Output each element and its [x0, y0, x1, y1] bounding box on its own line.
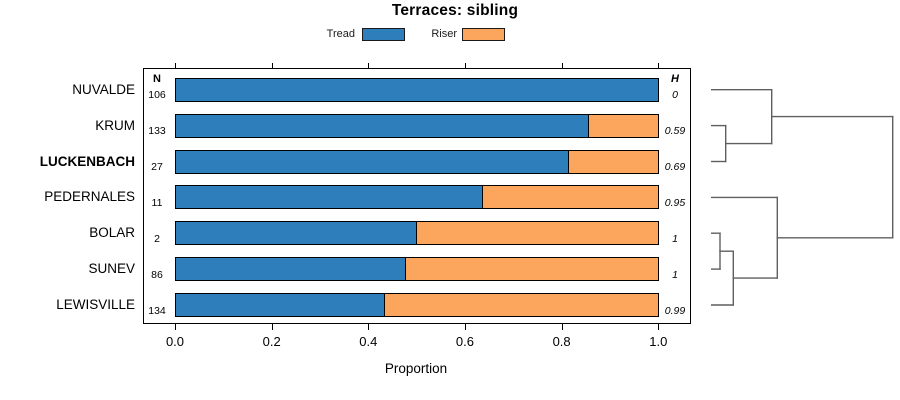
stacked-bar — [175, 221, 659, 246]
plot-box — [143, 68, 691, 324]
h-value: 0.59 — [664, 125, 686, 138]
axis-tick-label: 1.0 — [649, 334, 668, 349]
stacked-bar — [175, 149, 659, 174]
legend-swatch-tread — [362, 28, 405, 41]
category-label: SUNEV — [88, 261, 135, 277]
axis-tick-label: 0.2 — [262, 334, 281, 349]
bar-tread-segment — [176, 222, 417, 245]
axis-tick-top — [464, 63, 466, 68]
legend-label-tread: Tread — [326, 28, 355, 40]
category-label: NUVALDE — [72, 81, 135, 97]
axis-tick-top — [368, 63, 370, 68]
x-axis-title: Proportion — [384, 361, 448, 376]
stacked-bar — [175, 77, 659, 102]
n-value: 27 — [151, 161, 163, 173]
category-label: PEDERNALES — [44, 189, 135, 205]
axis-tick-label: 0.6 — [455, 334, 474, 349]
stacked-bar — [175, 257, 659, 282]
n-value: 2 — [154, 232, 160, 245]
bar-tread-segment — [176, 114, 590, 137]
axis-tick-bottom — [271, 324, 273, 330]
category-label: BOLAR — [89, 225, 135, 241]
axis-tick-label: 0.4 — [359, 334, 378, 349]
h-value: 1 — [672, 232, 678, 245]
axis-tick-top — [561, 63, 563, 68]
h-value: 0 — [672, 89, 678, 102]
h-value: 1 — [672, 268, 678, 281]
n-value: 134 — [148, 304, 166, 317]
bar-tread-segment — [176, 186, 483, 209]
axis-tick-bottom — [464, 324, 466, 330]
axis-tick-top — [271, 63, 273, 68]
axis-tick-label: 0.8 — [552, 334, 571, 349]
bar-tread-segment — [176, 78, 658, 101]
axis-tick-bottom — [658, 324, 660, 330]
axis-tick-label: 0.0 — [165, 334, 185, 349]
category-label: LEWISVILLE — [56, 297, 135, 313]
axis-tick-bottom — [175, 324, 176, 330]
legend-label-riser: Riser — [431, 28, 457, 40]
n-value: 133 — [148, 125, 166, 138]
axis-tick-bottom — [561, 324, 563, 330]
h-value: 0.99 — [664, 304, 686, 317]
h-value: 0.95 — [664, 196, 686, 209]
h-value: 0.69 — [664, 161, 686, 173]
stacked-bar — [175, 113, 659, 138]
category-label: KRUM — [95, 117, 135, 133]
bar-tread-segment — [176, 294, 385, 317]
chart-title: Terraces: sibling — [391, 2, 519, 19]
n-value: 106 — [148, 89, 166, 102]
stacked-bar — [175, 293, 659, 318]
stacked-bar — [175, 185, 659, 210]
bar-tread-segment — [176, 150, 569, 173]
legend-swatch-riser — [462, 28, 505, 41]
axis-tick-top — [658, 63, 660, 68]
n-value: 11 — [151, 196, 163, 209]
category-label: LUCKENBACH — [39, 153, 135, 169]
axis-tick-bottom — [368, 324, 370, 330]
n-column-header: N — [153, 73, 161, 85]
axis-tick-top — [175, 63, 176, 68]
h-column-header: H — [671, 73, 679, 85]
n-value: 86 — [151, 268, 163, 281]
bar-tread-segment — [176, 258, 406, 281]
